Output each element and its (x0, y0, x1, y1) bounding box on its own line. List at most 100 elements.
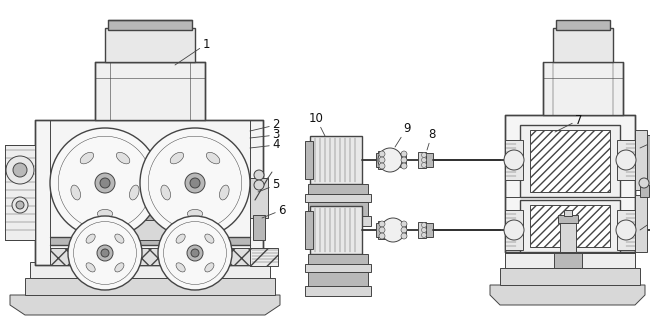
Bar (505, 115, 635, 252)
Ellipse shape (205, 234, 214, 243)
Bar (30, 262, 270, 278)
Circle shape (421, 223, 426, 227)
Text: 6: 6 (262, 203, 285, 218)
Bar (253, 215, 265, 240)
Bar (25, 278, 275, 295)
Bar (505, 140, 523, 180)
Circle shape (639, 178, 649, 188)
Bar (378, 221, 388, 239)
Circle shape (254, 180, 264, 190)
Ellipse shape (170, 152, 184, 164)
Ellipse shape (176, 263, 185, 272)
Bar (647, 135, 650, 185)
Text: 11: 11 (640, 212, 650, 230)
Bar (305, 194, 371, 202)
Ellipse shape (116, 152, 130, 164)
Circle shape (616, 220, 636, 240)
Bar (50, 237, 250, 245)
Circle shape (378, 148, 402, 172)
Circle shape (381, 218, 405, 242)
Circle shape (95, 173, 115, 193)
Text: 4: 4 (250, 139, 280, 151)
Ellipse shape (71, 185, 81, 200)
Bar (553, 28, 613, 62)
Bar (530, 130, 610, 192)
Bar (400, 153, 406, 167)
Circle shape (401, 227, 407, 233)
Circle shape (379, 151, 385, 157)
Circle shape (401, 163, 407, 169)
Text: 9: 9 (395, 121, 411, 147)
Circle shape (13, 163, 27, 177)
Bar (390, 152, 398, 168)
Text: 1: 1 (175, 37, 210, 65)
Bar (543, 62, 623, 115)
Bar (635, 130, 647, 190)
Polygon shape (10, 295, 280, 315)
Bar (305, 211, 313, 249)
Circle shape (379, 163, 385, 169)
Circle shape (6, 156, 34, 184)
Circle shape (191, 249, 199, 257)
Circle shape (16, 201, 24, 209)
Bar (554, 252, 582, 268)
Bar (35, 120, 263, 265)
Bar (500, 268, 640, 285)
Bar (426, 223, 433, 237)
Circle shape (68, 216, 142, 290)
Circle shape (100, 178, 110, 188)
Text: 5: 5 (258, 179, 280, 192)
Bar (105, 28, 195, 62)
Circle shape (158, 216, 232, 290)
Bar (305, 141, 313, 179)
Text: 8: 8 (427, 128, 436, 150)
Text: 7: 7 (555, 113, 582, 132)
Ellipse shape (206, 152, 220, 164)
Bar (558, 215, 578, 223)
Bar (250, 178, 268, 218)
Text: 3: 3 (250, 129, 280, 141)
Bar (136, 200, 148, 210)
Bar (426, 153, 433, 167)
Text: 10: 10 (309, 111, 325, 136)
Bar (617, 140, 635, 180)
Circle shape (190, 178, 200, 188)
Bar (564, 210, 572, 216)
Bar (250, 248, 278, 266)
Circle shape (401, 157, 407, 163)
Circle shape (97, 245, 113, 261)
Circle shape (254, 170, 264, 180)
Polygon shape (490, 285, 645, 305)
Ellipse shape (86, 263, 95, 272)
Circle shape (187, 245, 203, 261)
Ellipse shape (161, 185, 170, 200)
Bar (556, 20, 610, 30)
Bar (376, 223, 382, 237)
Bar (635, 195, 647, 252)
Circle shape (401, 233, 407, 239)
Bar (376, 153, 382, 167)
Bar (520, 125, 620, 197)
Circle shape (401, 221, 407, 227)
Bar (130, 208, 170, 220)
Bar (305, 286, 371, 296)
Ellipse shape (115, 263, 124, 272)
Bar (617, 210, 635, 250)
Bar (560, 220, 576, 252)
Ellipse shape (176, 234, 185, 243)
Ellipse shape (129, 185, 139, 200)
Circle shape (50, 128, 160, 238)
Bar (164, 245, 182, 265)
Bar (95, 62, 205, 120)
Bar (640, 185, 649, 197)
Ellipse shape (115, 234, 124, 243)
Bar (530, 205, 610, 247)
Ellipse shape (86, 234, 95, 243)
Bar (125, 218, 175, 240)
Bar (310, 136, 362, 184)
Bar (308, 202, 368, 216)
Circle shape (379, 233, 385, 239)
Bar (5, 145, 35, 240)
Bar (390, 222, 398, 238)
Ellipse shape (205, 263, 214, 272)
